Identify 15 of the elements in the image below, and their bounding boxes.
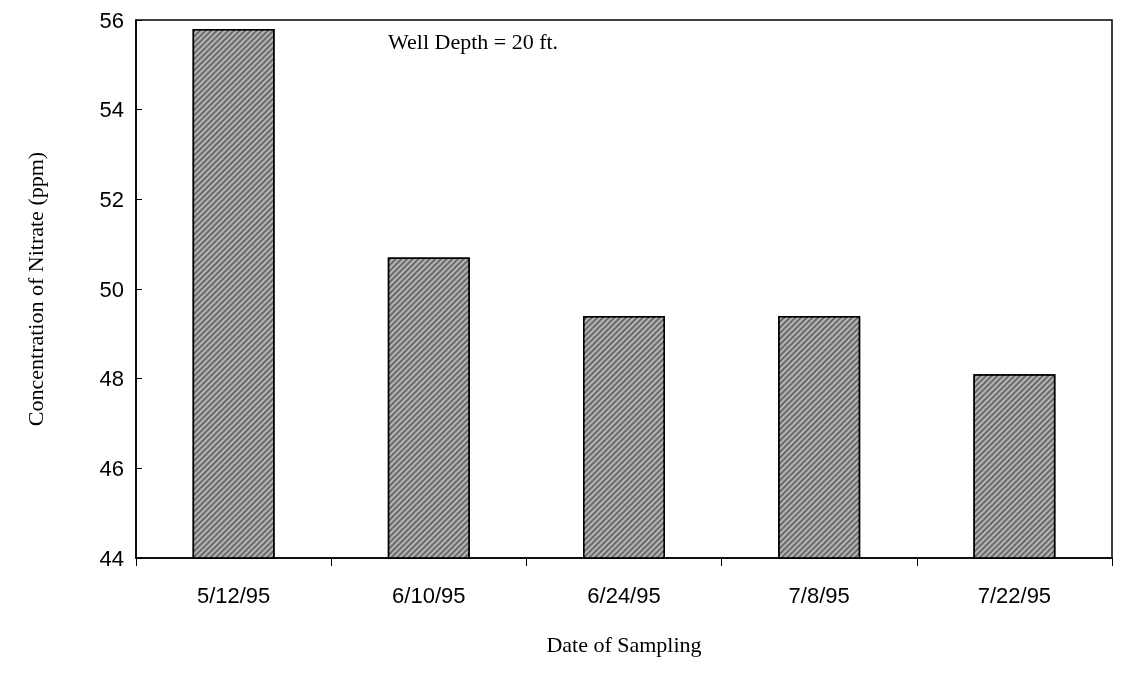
x-tick-label: 6/10/95 <box>392 582 466 608</box>
y-tick-label: 56 <box>99 7 124 33</box>
y-tick-label: 54 <box>99 97 124 123</box>
y-tick-label: 46 <box>99 455 124 481</box>
annotation: Well Depth = 20 ft. <box>388 28 559 54</box>
y-axis-title: Concentration of Nitrate (ppm) <box>22 151 48 427</box>
y-tick-label: 50 <box>99 276 124 302</box>
y-tick-label: 52 <box>99 186 124 212</box>
x-tick-label: 6/24/95 <box>587 582 661 608</box>
x-tick-label: 7/22/95 <box>977 582 1052 608</box>
x-tick-label: 5/12/95 <box>196 582 271 608</box>
y-tick-label: 44 <box>99 545 124 571</box>
x-tick-label: 7/8/95 <box>788 582 850 608</box>
x-axis-title: Date of Sampling <box>546 631 702 657</box>
y-tick-label: 48 <box>99 366 124 392</box>
